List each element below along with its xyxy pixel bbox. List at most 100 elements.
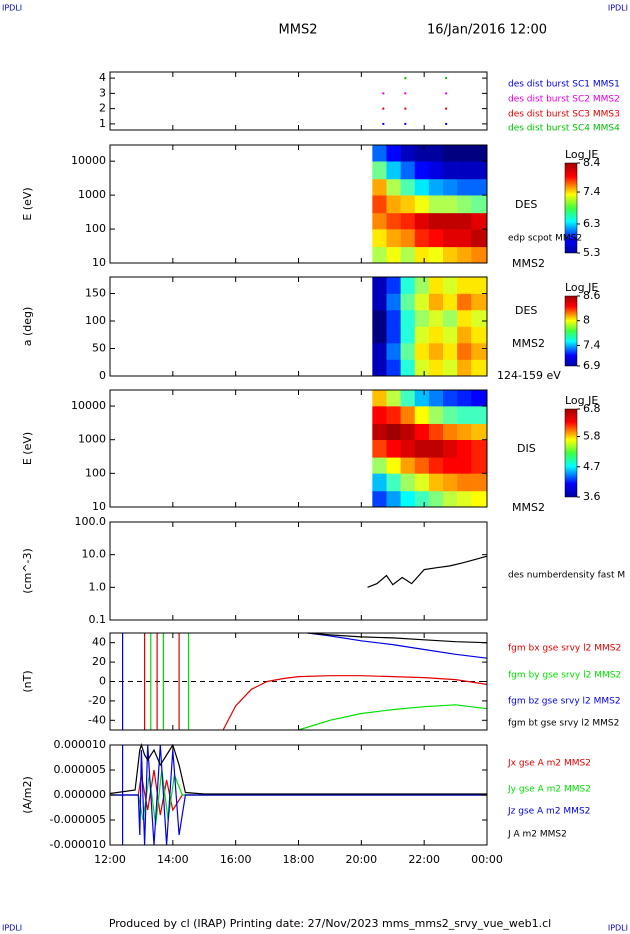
spectrogram-cell xyxy=(443,212,458,230)
spectrogram-cell xyxy=(386,439,401,458)
spectrogram-cell xyxy=(443,277,458,294)
spectrogram-cell xyxy=(386,490,401,508)
spectrogram-cell xyxy=(471,326,488,344)
spectrogram-cell xyxy=(428,439,444,458)
spectrogram-cell xyxy=(400,229,416,248)
spectrogram-cell xyxy=(471,212,488,230)
spectrogram-cell xyxy=(372,246,387,264)
spectrogram-cell xyxy=(400,343,416,360)
x-tick-label: 00:00 xyxy=(471,853,503,866)
y-tick-label: 10000 xyxy=(71,154,106,167)
spectrogram-cell xyxy=(414,473,430,492)
spectrogram-cell xyxy=(400,423,416,441)
spectrogram-cell xyxy=(471,145,488,162)
spectrogram-cell xyxy=(414,490,430,508)
colorbar-tick-label: 5.3 xyxy=(583,246,601,259)
spectrogram-cell xyxy=(386,423,401,441)
legend-entry: fgm bx gse srvy l2 MMS2 xyxy=(508,644,621,654)
spectrogram-cell xyxy=(414,326,430,344)
spectrogram-cell xyxy=(400,326,416,344)
spectrogram-cell xyxy=(372,178,387,196)
spectrogram-cell xyxy=(471,490,488,508)
burst-marker xyxy=(382,92,385,95)
spectrogram-cell xyxy=(471,229,488,248)
spectrogram-cell xyxy=(386,406,401,424)
spectrogram-cell xyxy=(443,473,458,492)
colorbar-tick-label: 7.4 xyxy=(583,185,601,198)
burst-marker xyxy=(404,92,407,95)
spectrogram-cell xyxy=(428,490,444,508)
panel-frame xyxy=(109,71,488,131)
spectrogram-cell xyxy=(414,161,430,180)
colorbar-tick-label: 3.6 xyxy=(583,490,601,503)
spectrogram-cell xyxy=(471,439,488,458)
spectrogram-cell xyxy=(457,293,472,311)
y-axis-label: (cm^-3) xyxy=(21,548,34,594)
legend-entry: Jy gse A m2 MMS2 xyxy=(507,785,591,795)
burst-marker xyxy=(445,107,448,110)
y-tick-label: 100.0 xyxy=(75,515,107,528)
spectrogram-cell xyxy=(400,359,416,377)
corner-label: IPDLI xyxy=(2,924,22,933)
spectrogram-cell xyxy=(457,490,472,508)
series-line xyxy=(150,633,488,731)
y-tick-label: 1.0 xyxy=(89,580,107,593)
spectrogram-cell xyxy=(428,229,444,248)
spectrogram-cell xyxy=(400,473,416,492)
spectrogram-cell xyxy=(443,178,458,196)
corner-label: IPDLI xyxy=(608,924,628,933)
legend-entry: des dist burst SC3 MMS3 xyxy=(508,110,620,120)
spectrogram-cell xyxy=(457,423,472,441)
series-line xyxy=(110,769,487,826)
spectrogram-cell xyxy=(386,390,401,407)
y-tick-label: 2 xyxy=(99,102,106,115)
spectrogram-cell xyxy=(471,246,488,264)
spectrogram-cell xyxy=(372,293,387,311)
spectrogram-cell xyxy=(457,277,472,294)
spectrogram-cell xyxy=(400,390,416,407)
burst-marker xyxy=(382,107,385,110)
corner-label: IPDLI xyxy=(2,4,22,13)
spectrogram-cell xyxy=(443,390,458,407)
spectrogram-cell xyxy=(372,473,387,492)
spectrogram-cell xyxy=(457,406,472,424)
spectrogram-cell xyxy=(386,359,401,377)
spectrogram-cell xyxy=(443,310,458,327)
annotation: DES xyxy=(515,304,537,317)
spectrogram-cell xyxy=(428,145,444,162)
colorbar-tick-label: 6.8 xyxy=(583,402,601,415)
colorbar xyxy=(564,408,578,498)
y-tick-label: 0.000000 xyxy=(54,788,107,801)
burst-marker xyxy=(445,92,448,95)
spectrogram-cell xyxy=(414,178,430,196)
spectrogram-cell xyxy=(457,326,472,344)
spectrogram-cell xyxy=(400,161,416,180)
y-tick-label: 50 xyxy=(92,342,106,355)
spectrogram-cell xyxy=(386,293,401,311)
spectrogram-cell xyxy=(400,490,416,508)
spectrogram-cell xyxy=(372,195,387,214)
burst-marker xyxy=(382,122,385,125)
spectrogram-cell xyxy=(443,145,458,162)
annotation: MMS2 xyxy=(512,257,545,270)
spectrogram-cell xyxy=(414,195,430,214)
spectrogram-cell xyxy=(443,439,458,458)
y-tick-label: 0.1 xyxy=(89,613,107,626)
spectrogram-cell xyxy=(414,406,430,424)
spectrogram-cell xyxy=(457,161,472,180)
legend-entry: des numberdensity fast M xyxy=(508,571,625,581)
spectrogram-cell xyxy=(372,145,387,162)
legend-entry: des dist burst SC4 MMS4 xyxy=(508,124,620,134)
spectrogram-cell xyxy=(443,423,458,441)
y-tick-label: 100 xyxy=(85,222,106,235)
spectrogram-cell xyxy=(428,423,444,441)
x-tick-label: 20:00 xyxy=(345,853,377,866)
y-tick-label: 0 xyxy=(99,675,106,688)
spectrogram-cell xyxy=(471,293,488,311)
annotation: DIS xyxy=(517,442,536,455)
spectrogram-cell xyxy=(443,293,458,311)
spectrogram-cell xyxy=(443,490,458,508)
legend-entry: fgm bz gse srvy l2 MMS2 xyxy=(508,697,621,707)
spectrogram-cell xyxy=(457,229,472,248)
spectrogram-cell xyxy=(457,195,472,214)
